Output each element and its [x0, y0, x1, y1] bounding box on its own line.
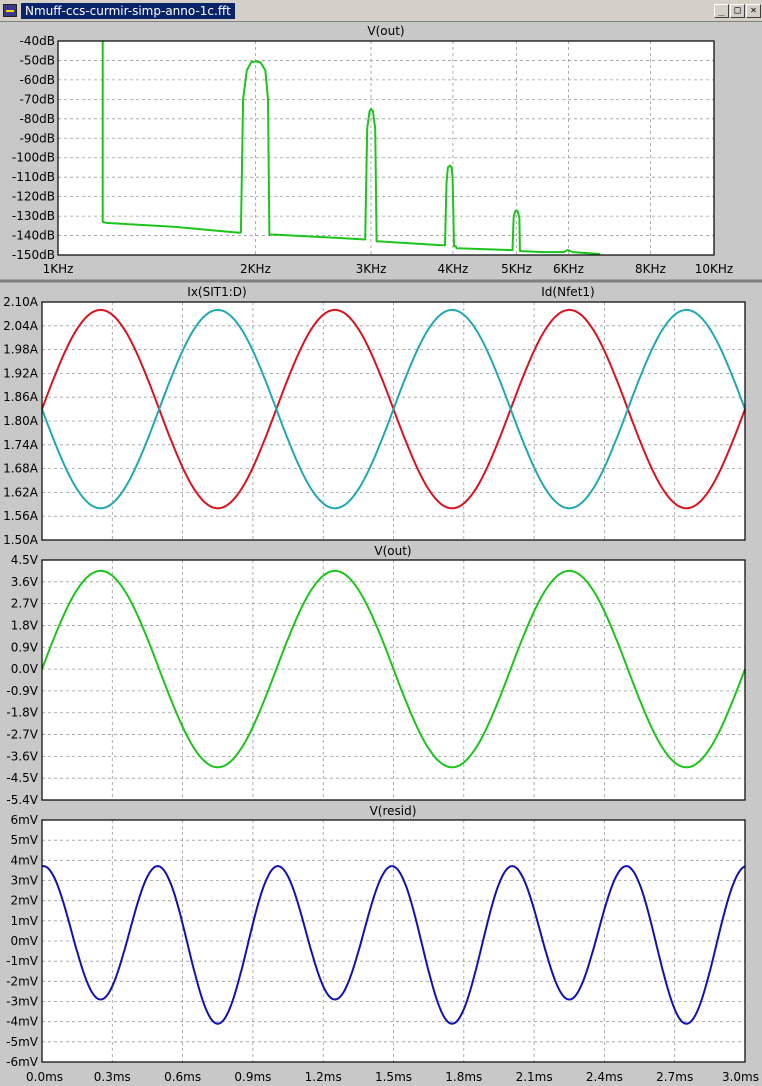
- x-tick-label: 10KHz: [695, 262, 733, 276]
- y-tick-label: 1.98A: [3, 343, 39, 357]
- x-tick-label: 8KHz: [635, 262, 666, 276]
- y-tick-label: -6mV: [6, 1055, 39, 1069]
- y-tick-label: 1.80A: [3, 414, 39, 428]
- y-tick-label: 1.62A: [3, 485, 39, 499]
- y-tick-label: -120dB: [12, 190, 55, 204]
- fft-trace-label[interactable]: V(out): [367, 24, 404, 38]
- x-tick-label: 3KHz: [356, 262, 387, 276]
- y-tick-label: -150dB: [12, 248, 55, 262]
- y-tick-label: -3mV: [6, 995, 39, 1009]
- vresid-plot-frame: [41, 819, 746, 1063]
- y-tick-label: -90dB: [20, 131, 55, 145]
- app-icon: [3, 4, 17, 17]
- y-tick-label: 1.86A: [3, 390, 39, 404]
- y-tick-label: 1.74A: [3, 438, 39, 452]
- y-tick-label: 4.5V: [11, 553, 39, 567]
- y-tick-label: 2mV: [10, 894, 38, 908]
- y-tick-label: 1.92A: [3, 366, 39, 380]
- x-tick-label: 4KHz: [438, 262, 469, 276]
- y-tick-label: 0.0V: [11, 662, 39, 676]
- y-tick-label: -4.5V: [6, 771, 38, 785]
- fft-plot-background: [58, 41, 714, 255]
- x-tick-label: 1KHz: [43, 262, 74, 276]
- y-tick-label: 2.10A: [3, 295, 39, 309]
- y-tick-label: -140dB: [12, 229, 55, 243]
- y-tick-label: 3.6V: [11, 575, 39, 589]
- id-nfet1-trace-label[interactable]: Id(Nfet1): [541, 285, 594, 299]
- y-tick-label: 1.68A: [3, 462, 39, 476]
- y-tick-label: 6mV: [10, 813, 38, 827]
- x-tick-label: 2.1ms: [516, 1070, 553, 1084]
- y-tick-label: -1.8V: [6, 706, 38, 720]
- y-tick-label: -80dB: [20, 112, 55, 126]
- vresid-trace[interactable]: [41, 865, 746, 1025]
- y-tick-label: -100dB: [12, 151, 55, 165]
- maximize-button[interactable]: □: [730, 4, 745, 18]
- x-tick-label: 0.0ms: [26, 1070, 63, 1084]
- y-tick-label: 1.8V: [11, 618, 39, 632]
- y-tick-label: 4mV: [10, 853, 38, 867]
- x-tick-label: 1.8ms: [445, 1070, 482, 1084]
- y-tick-label: 0.9V: [11, 640, 39, 654]
- current-plot-frame: [41, 301, 746, 541]
- vout-spectrum-trace[interactable]: [101, 41, 600, 255]
- fft-plot-frame: [57, 40, 715, 256]
- close-button[interactable]: ✕: [746, 4, 761, 18]
- y-tick-label: 3mV: [10, 874, 38, 888]
- y-tick-label: -3.6V: [6, 749, 38, 763]
- vout-trace[interactable]: [41, 569, 746, 769]
- x-tick-label: 5KHz: [501, 262, 532, 276]
- y-tick-label: -0.9V: [6, 684, 38, 698]
- vout-time-plot[interactable]: 4.5V 3.6V 2.7V 1.8V 0.9V 0.0V -0.9V -1.8V -2.7V -…: [6, 544, 746, 807]
- y-tick-label: 0mV: [10, 934, 38, 948]
- window-title: Nmuff-ccs-curmir-simp-anno-1c.fft: [21, 3, 235, 19]
- plot-area[interactable]: -40dB -50dB -60dB -70dB -80dB -90dB -100dB -110…: [0, 22, 762, 1086]
- current-plot[interactable]: 2.10A 2.04A 1.98A 1.92A 1.86A 1.80A 1.74A 1.68A…: [3, 285, 746, 547]
- id-nfet1-trace[interactable]: [41, 308, 746, 510]
- x-tick-label: 6KHz: [553, 262, 584, 276]
- y-tick-label: -50dB: [20, 53, 55, 67]
- y-tick-label: -70dB: [20, 92, 55, 106]
- y-tick-label: -5mV: [6, 1035, 39, 1049]
- minimize-button[interactable]: _: [714, 4, 729, 18]
- y-tick-label: -60dB: [20, 73, 55, 87]
- title-bar: Nmuff-ccs-curmir-simp-anno-1c.fft _ □ ✕: [0, 0, 762, 22]
- x-tick-label: 3.0ms: [722, 1070, 759, 1084]
- y-tick-label: -2mV: [6, 974, 39, 988]
- vout-trace-label[interactable]: V(out): [374, 544, 411, 558]
- x-tick-label: 2KHz: [240, 262, 271, 276]
- y-tick-label: 2.7V: [11, 597, 39, 611]
- x-tick-label: 2.7ms: [656, 1070, 693, 1084]
- y-tick-label: 2.04A: [3, 319, 39, 333]
- x-tick-label: 2.4ms: [586, 1070, 623, 1084]
- y-tick-label: -130dB: [12, 209, 55, 223]
- x-tick-label: 0.9ms: [234, 1070, 271, 1084]
- y-tick-label: 1.56A: [3, 509, 39, 523]
- vresid-plot[interactable]: 6mV 5mV 4mV 3mV 2mV 1mV 0mV -1mV -2mV -3mV -4mV -5m…: [6, 804, 759, 1084]
- vresid-trace-label[interactable]: V(resid): [370, 804, 417, 818]
- x-tick-label: 1.5ms: [375, 1070, 412, 1084]
- ix-sit1-trace-label[interactable]: Ix(SIT1:D): [187, 285, 246, 299]
- y-tick-label: -4mV: [6, 1015, 39, 1029]
- y-tick-label: -110dB: [12, 170, 55, 184]
- vout-plot-frame: [41, 559, 746, 801]
- y-tick-label: -2.7V: [6, 728, 38, 742]
- y-tick-label: -40dB: [20, 34, 55, 48]
- x-tick-label: 0.3ms: [94, 1070, 131, 1084]
- y-tick-label: 1.50A: [3, 533, 39, 547]
- y-tick-label: -5.4V: [6, 793, 38, 807]
- fft-plot[interactable]: -40dB -50dB -60dB -70dB -80dB -90dB -100dB -110…: [12, 24, 733, 276]
- current-plot-background: [42, 302, 745, 540]
- x-tick-label: 1.2ms: [305, 1070, 342, 1084]
- y-tick-label: -1mV: [6, 954, 39, 968]
- x-tick-label: 0.6ms: [164, 1070, 201, 1084]
- y-tick-label: 5mV: [10, 833, 38, 847]
- y-tick-label: 1mV: [10, 914, 38, 928]
